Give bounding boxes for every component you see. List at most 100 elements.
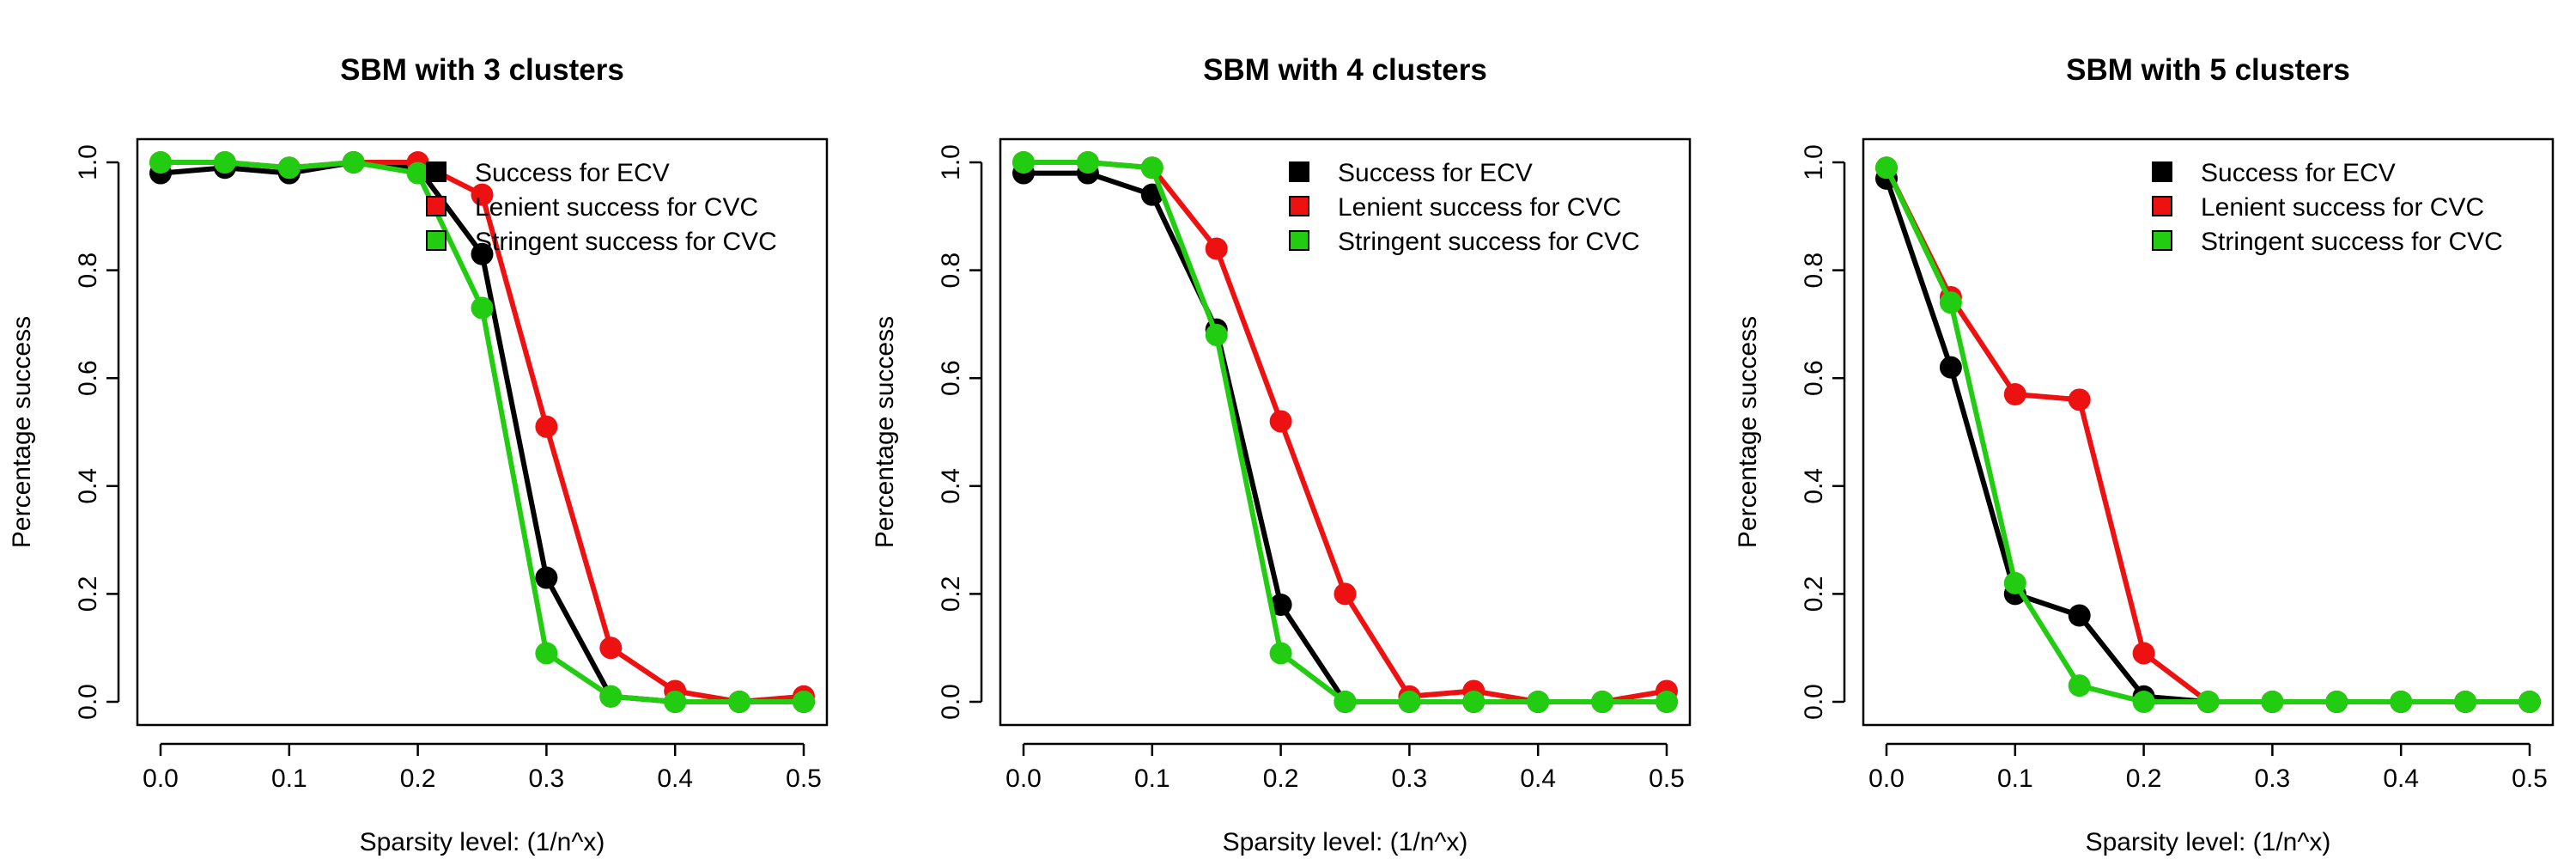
x-tick-label: 0.1 — [271, 765, 307, 793]
y-tick-label: 0.4 — [74, 468, 102, 504]
legend-label: Stringent success for CVC — [1338, 228, 1640, 256]
data-point — [1269, 642, 1292, 665]
legend-swatch — [2152, 161, 2172, 182]
data-point — [2390, 691, 2413, 713]
data-point — [471, 242, 494, 265]
y-tick-label: 1.0 — [937, 144, 965, 180]
legend-swatch — [426, 230, 447, 251]
data-point — [1656, 691, 1678, 713]
data-point — [1012, 151, 1035, 174]
chart-panel-2: SBM with 4 clusters 0.0 0.1 0.2 0.3 0.4 0.5 Spa… — [871, 53, 1692, 856]
legend-swatch — [1289, 161, 1309, 182]
legend: Success for ECV Lenient success for CVC St… — [1289, 159, 1640, 256]
x-tick-label: 0.3 — [1392, 765, 1428, 793]
x-tick-label: 0.5 — [1649, 765, 1685, 793]
data-point — [471, 183, 494, 206]
x-tick-label: 0.4 — [1520, 765, 1556, 793]
plot-frame — [1862, 137, 2555, 727]
data-point — [599, 637, 623, 660]
data-point — [2325, 691, 2348, 713]
x-axis-label: Sparsity level: (1/n^x) — [2086, 828, 2331, 856]
x-axis-label: Sparsity level: (1/n^x) — [1223, 828, 1468, 856]
plot-frame — [136, 137, 829, 727]
data-point — [2132, 642, 2155, 665]
data-point — [2518, 691, 2541, 713]
y-axis-label: Percentage success — [871, 316, 899, 548]
chart-panel-1: SBM with 3 clusters 0.0 0.1 0.2 0.3 0.4 0.5 Spa… — [8, 53, 829, 856]
data-point — [1398, 691, 1421, 713]
x-tick-label: 0.4 — [2383, 765, 2419, 793]
legend-swatch — [2152, 230, 2172, 251]
data-point — [1875, 156, 1898, 180]
y-tick-label: 0.8 — [937, 253, 965, 289]
data-point — [1939, 356, 1962, 379]
data-point — [2454, 691, 2477, 713]
data-point — [535, 415, 558, 438]
x-tick-label: 0.1 — [1134, 765, 1170, 793]
data-point — [1076, 151, 1099, 174]
legend-label: Success for ECV — [1338, 159, 1533, 187]
data-point — [406, 161, 429, 185]
data-point — [1205, 237, 1228, 260]
data-point — [471, 296, 494, 320]
x-tick-label: 0.5 — [2512, 765, 2548, 793]
data-point — [277, 156, 301, 180]
y-tick-label: 0.2 — [937, 576, 965, 612]
data-point — [1140, 156, 1163, 180]
legend-label: Lenient success for CVC — [475, 193, 758, 222]
x-tick-label: 0.0 — [1005, 765, 1042, 793]
x-tick-label: 0.2 — [400, 765, 436, 793]
data-point — [664, 691, 687, 713]
chart-title: SBM with 5 clusters — [2066, 53, 2350, 87]
data-point — [1269, 410, 1292, 433]
data-point — [2068, 674, 2091, 698]
legend: Success for ECV Lenient success for CVC St… — [2152, 159, 2503, 256]
legend-label: Stringent success for CVC — [2201, 228, 2503, 256]
series-3 — [1012, 151, 1678, 713]
x-tick-label: 0.2 — [2126, 765, 2162, 793]
data-point — [342, 151, 365, 174]
series-3 — [1875, 156, 2541, 713]
legend-swatch — [2152, 196, 2172, 216]
chart-title: SBM with 4 clusters — [1203, 53, 1487, 87]
data-point — [1939, 291, 1962, 314]
data-point — [535, 642, 558, 665]
series-3 — [149, 151, 815, 713]
data-point — [793, 691, 815, 713]
data-point — [2068, 388, 2091, 411]
data-point — [1334, 691, 1357, 713]
data-point — [2068, 604, 2091, 627]
legend-swatch — [426, 196, 447, 216]
chart-title: SBM with 3 clusters — [340, 53, 624, 87]
data-point — [149, 151, 172, 174]
legend-swatch — [426, 161, 447, 182]
data-point — [599, 685, 623, 708]
data-point — [2132, 691, 2155, 713]
legend-label: Lenient success for CVC — [2201, 193, 2484, 222]
plot-frame — [999, 137, 1692, 727]
y-tick-label: 0.0 — [1800, 684, 1828, 720]
y-axis-label: Percentage success — [8, 316, 36, 548]
x-tick-label: 0.2 — [1263, 765, 1299, 793]
data-point — [1269, 593, 1292, 616]
y-tick-label: 0.2 — [1800, 576, 1828, 612]
y-axis-label: Percentage success — [1734, 316, 1762, 548]
legend-swatch — [1289, 230, 1309, 251]
x-tick-label: 0.4 — [657, 765, 693, 793]
data-point — [2261, 691, 2284, 713]
data-point — [1462, 691, 1485, 713]
legend: Success for ECV Lenient success for CVC St… — [426, 159, 777, 256]
legend-label: Success for ECV — [2201, 159, 2396, 187]
y-tick-label: 0.6 — [1800, 360, 1828, 396]
legend-swatch — [1289, 196, 1309, 216]
x-tick-label: 0.0 — [143, 765, 179, 793]
x-tick-label: 0.0 — [1868, 765, 1905, 793]
data-point — [2196, 691, 2220, 713]
data-point — [1591, 691, 1614, 713]
y-tick-label: 0.0 — [937, 684, 965, 720]
data-point — [213, 151, 236, 174]
data-point — [1205, 323, 1228, 346]
legend-label: Stringent success for CVC — [475, 228, 777, 256]
y-tick-label: 0.8 — [74, 253, 102, 289]
